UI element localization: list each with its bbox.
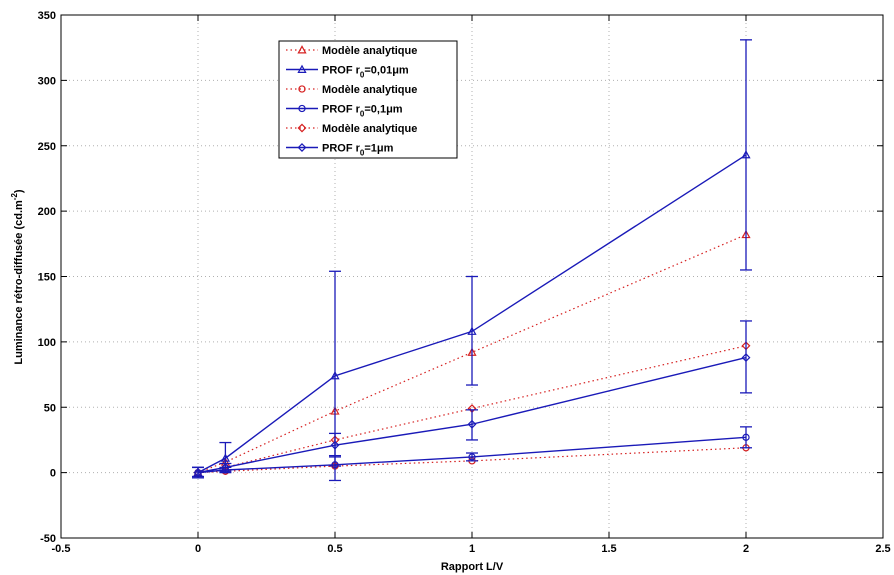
legend-entry: Modèle analytique: [322, 45, 417, 57]
tick-label-x: 2: [743, 543, 749, 555]
data-point: [741, 353, 751, 363]
legend-marker: [297, 45, 307, 54]
legend-entry-text: Modèle analytique: [322, 84, 417, 96]
y-axis-label: Luminance rétro-diffusée (cd.m-2): [10, 189, 25, 365]
tick-label-y: -50: [40, 533, 56, 545]
legend-entry-text: Modèle analytique: [322, 45, 417, 57]
tick-label-y: 50: [44, 402, 56, 414]
data-point: [330, 371, 340, 380]
y-axis-label-close: ): [13, 189, 25, 193]
data-point: [220, 462, 230, 472]
data-point: [741, 150, 751, 159]
legend-entry: PROF r0=1μm: [322, 143, 394, 158]
legend-marker: [297, 64, 307, 73]
y-axis-label-superscript: -2: [10, 193, 19, 201]
tick-label-y: 100: [38, 337, 56, 349]
series-prof-diamond: [192, 320, 752, 478]
legend-entry-tail: =0,1μm: [364, 104, 402, 116]
series-group: [192, 39, 752, 482]
data-point: [193, 468, 203, 478]
legend-marker: [298, 104, 306, 113]
legend-entry-text: PROF r: [322, 104, 361, 116]
legend-entry: PROF r0=0,01μm: [322, 65, 409, 80]
legend-entry-text: PROF r: [322, 65, 361, 77]
tick-label-x: 0.5: [327, 543, 342, 555]
legend-entry-subscript: 0: [360, 149, 365, 158]
data-point: [467, 419, 477, 429]
data-point: [330, 440, 340, 450]
tick-label-y: 0: [50, 468, 56, 480]
tick-label-y: 250: [38, 141, 56, 153]
legend-entry-tail: =1μm: [364, 143, 393, 155]
legend-entry: PROF r0=0,1μm: [322, 104, 403, 119]
legend-marker: [297, 143, 307, 152]
legend-entry-text: PROF r: [322, 143, 361, 155]
data-point: [220, 453, 231, 462]
legend-marker: [297, 123, 307, 133]
data-point: [467, 326, 477, 335]
legend-box: [278, 40, 458, 159]
legend-entry: Modèle analytique: [322, 84, 417, 96]
tick-label-y: 300: [38, 75, 56, 87]
series-line: [197, 447, 747, 474]
y-axis-label-main: Luminance rétro-diffusée (cd.m: [13, 200, 25, 365]
tick-label-y: 200: [38, 206, 56, 218]
tick-label-x: 0: [195, 543, 201, 555]
x-axis-label: Rapport L/V: [441, 561, 504, 573]
tick-label-x: 2.5: [875, 543, 890, 555]
data-point: [468, 453, 476, 461]
legend-entry-text: Modèle analytique: [322, 123, 417, 135]
tick-label-x: 1: [469, 543, 475, 555]
data-point: [742, 433, 750, 441]
tick-label-x: 1.5: [601, 543, 616, 555]
tick-label-y: 350: [38, 10, 56, 22]
data-point: [331, 461, 339, 469]
legend-entry: Modèle analytique: [322, 123, 417, 135]
tick-label-x: -0.5: [52, 543, 71, 555]
axis-ticks: -0.5 0 0.5 1 1.5 2 2.5 -50 0 50 100 150 200 250 300 350: [38, 10, 891, 555]
legend-entry-tail: =0,01μm: [364, 65, 409, 77]
legend-entry-subscript: 0: [360, 110, 365, 119]
tick-label-y: 150: [38, 272, 56, 284]
legend-marker: [298, 85, 306, 93]
legend-entry-subscript: 0: [360, 71, 365, 80]
